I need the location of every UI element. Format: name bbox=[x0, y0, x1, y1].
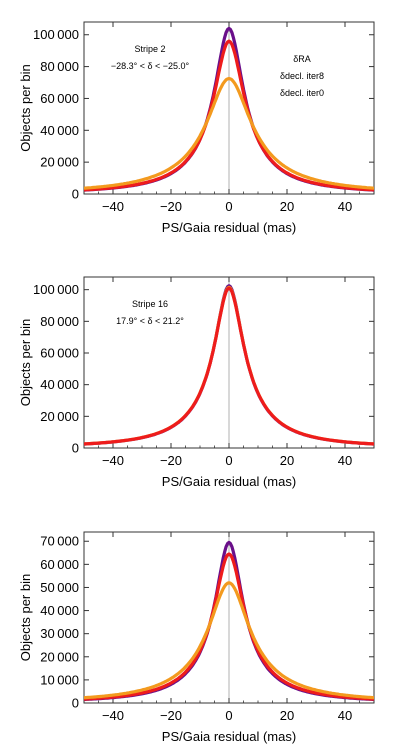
series-line-3 bbox=[84, 76, 374, 190]
y-tick-label: 40 000 bbox=[40, 603, 79, 618]
legend-entry: δdecl. iter0 bbox=[280, 88, 324, 98]
series-line-3 bbox=[84, 286, 374, 446]
x-tick-label: −40 bbox=[102, 708, 124, 723]
y-tick-label: 20 000 bbox=[40, 649, 79, 664]
x-tick-label: −20 bbox=[160, 708, 182, 723]
y-tick-label: 0 bbox=[72, 187, 79, 202]
stripe-label: Stripe 16 bbox=[132, 299, 168, 309]
x-tick-label: 40 bbox=[338, 199, 352, 214]
y-tick-label: 60 000 bbox=[40, 346, 79, 361]
x-tick-label: 20 bbox=[280, 199, 294, 214]
x-tick-label: 0 bbox=[225, 199, 232, 214]
y-tick-label: 0 bbox=[72, 696, 79, 711]
x-axis-title: PS/Gaia residual (mas) bbox=[162, 220, 296, 235]
y-tick-label: 20 000 bbox=[40, 409, 79, 424]
y-tick-label: 70 000 bbox=[40, 534, 79, 549]
y-axis-title: Objects per bin bbox=[18, 574, 33, 661]
y-tick-label: 50 000 bbox=[40, 580, 79, 595]
series-line-3 bbox=[84, 581, 374, 700]
chart-panel-1: −40 −20 0 20 40 0 20 000 40 000 60 000 80 000 100 … bbox=[18, 21, 375, 235]
x-tick-label: −20 bbox=[160, 453, 182, 468]
chart-panel-3: −40 −20 0 20 40 0 10 000 20 000 30 000 40 000 50 0… bbox=[18, 531, 375, 744]
y-tick-label: 80 000 bbox=[40, 314, 79, 329]
x-tick-label: 20 bbox=[280, 453, 294, 468]
y-axis-title: Objects per bin bbox=[18, 64, 33, 151]
y-tick-label: 60 000 bbox=[40, 91, 79, 106]
x-tick-label: −20 bbox=[160, 199, 182, 214]
series-line-2 bbox=[84, 552, 374, 701]
declination-range-label: 17.9° < δ < 21.2° bbox=[116, 316, 184, 326]
stripe-label: Stripe 2 bbox=[134, 44, 165, 54]
declination-range-label: −28.3° < δ < −25.0° bbox=[111, 61, 190, 71]
y-tick-label: 30 000 bbox=[40, 626, 79, 641]
y-axis-title: Objects per bin bbox=[18, 319, 33, 406]
y-tick-label: 0 bbox=[72, 441, 79, 456]
y-tick-label: 60 000 bbox=[40, 557, 79, 572]
x-tick-label: 40 bbox=[338, 708, 352, 723]
series-line-2 bbox=[84, 39, 374, 192]
x-axis-title: PS/Gaia residual (mas) bbox=[162, 474, 296, 489]
x-tick-label: −40 bbox=[102, 199, 124, 214]
y-tick-label: 10 000 bbox=[40, 672, 79, 687]
y-tick-label: 40 000 bbox=[40, 123, 79, 138]
chart-panel-2: −40 −20 0 20 40 0 20 000 40 000 60 000 80 000 100 … bbox=[18, 276, 375, 489]
x-tick-label: 0 bbox=[225, 708, 232, 723]
x-axis-title: PS/Gaia residual (mas) bbox=[162, 729, 296, 744]
x-tick-label: −40 bbox=[102, 453, 124, 468]
legend-entry: δdecl. iter8 bbox=[280, 71, 324, 81]
y-tick-label: 80 000 bbox=[40, 59, 79, 74]
y-tick-label: 20 000 bbox=[40, 155, 79, 170]
x-tick-label: 0 bbox=[225, 453, 232, 468]
x-tick-label: 40 bbox=[338, 453, 352, 468]
y-tick-label: 100 000 bbox=[33, 27, 79, 42]
legend-entry: δRA bbox=[293, 54, 311, 64]
y-tick-label: 100 000 bbox=[33, 282, 79, 297]
y-tick-label: 40 000 bbox=[40, 377, 79, 392]
x-tick-label: 20 bbox=[280, 708, 294, 723]
